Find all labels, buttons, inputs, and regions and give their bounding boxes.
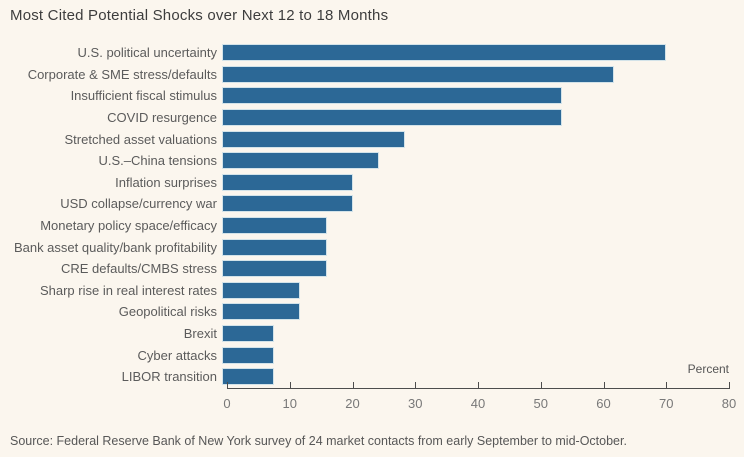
axis-tick-label: 20	[345, 396, 360, 411]
bar-track	[222, 152, 724, 170]
bar	[222, 325, 275, 343]
bar-track	[222, 65, 724, 83]
bar-row: LIBOR transition	[0, 366, 744, 388]
category-label: Geopolitical risks	[118, 304, 217, 320]
bar-track	[222, 217, 724, 235]
category-label: Insufficient fiscal stimulus	[70, 88, 217, 104]
bar-row: Insufficient fiscal stimulus	[0, 85, 744, 107]
bar	[222, 195, 353, 213]
bar	[222, 130, 406, 148]
bar-track	[222, 109, 724, 127]
category-label: Inflation surprises	[115, 174, 217, 190]
bar	[222, 87, 563, 105]
category-label: Sharp rise in real interest rates	[39, 282, 217, 298]
chart-title: Most Cited Potential Shocks over Next 12…	[10, 7, 389, 24]
bar	[222, 260, 327, 278]
bar-track	[222, 325, 724, 343]
bar-track	[222, 303, 724, 321]
bar-track	[222, 130, 724, 148]
bar-track	[222, 195, 724, 213]
bar-row: Brexit	[0, 323, 744, 345]
bar-row: U.S. political uncertainty	[0, 42, 744, 64]
category-label: CRE defaults/CMBS stress	[60, 261, 217, 277]
bar-row: Geopolitical risks	[0, 301, 744, 323]
bar-track	[222, 260, 724, 278]
bar-row: Monetary policy space/efficacy	[0, 215, 744, 237]
bar	[222, 281, 301, 299]
category-label: Stretched asset valuations	[64, 131, 217, 147]
axis-tick	[227, 382, 228, 389]
category-label: U.S. political uncertainty	[77, 45, 217, 61]
bar-row: U.S.–China tensions	[0, 150, 744, 172]
bar	[222, 44, 667, 62]
axis-tick-label: 80	[721, 396, 737, 411]
bar-row: Inflation surprises	[0, 172, 744, 194]
bar-track	[222, 281, 724, 299]
axis-tick	[478, 382, 479, 389]
bar-rows: U.S. political uncertainty Corporate & SM…	[0, 42, 744, 388]
category-label: U.S.–China tensions	[98, 153, 217, 169]
bar	[222, 346, 275, 364]
axis-tick	[729, 382, 730, 389]
axis-tick-label: 10	[282, 396, 297, 411]
axis-tick	[666, 382, 668, 389]
axis-tick	[289, 382, 291, 389]
category-label: Cyber attacks	[137, 347, 217, 363]
category-label: Monetary policy space/efficacy	[40, 218, 217, 234]
bar-row: Stretched asset valuations	[0, 128, 744, 150]
category-label: USD collapse/currency war	[60, 196, 217, 212]
axis-tick	[603, 382, 605, 389]
bar	[222, 303, 301, 321]
bar	[222, 152, 379, 170]
axis-tick-label: 30	[408, 396, 423, 411]
axis-unit-label: Percent	[687, 362, 729, 376]
source-note: Source: Federal Reserve Bank of New York…	[10, 434, 627, 448]
category-label: LIBOR transition	[121, 369, 217, 385]
bar-row: USD collapse/currency war	[0, 193, 744, 215]
bar-track	[222, 368, 724, 386]
category-label: Corporate & SME stress/defaults	[27, 66, 217, 82]
bar-track	[222, 87, 724, 105]
axis-tick-label: 50	[533, 396, 548, 411]
axis-tick	[540, 382, 542, 389]
bar	[222, 238, 327, 256]
bar	[222, 173, 353, 191]
bar-track	[222, 44, 724, 62]
axis-tick-label: 60	[596, 396, 611, 411]
bar-row: Bank asset quality/bank profitability	[0, 236, 744, 258]
category-label: COVID resurgence	[107, 110, 217, 126]
bar	[222, 368, 275, 386]
category-label: Brexit	[183, 326, 217, 342]
bar-track	[222, 173, 724, 191]
axis-tick-label: 70	[659, 396, 674, 411]
bar-row: Sharp rise in real interest rates	[0, 280, 744, 302]
axis-tick-label: 40	[470, 396, 486, 411]
bar-row: CRE defaults/CMBS stress	[0, 258, 744, 280]
axis-tick	[352, 382, 354, 389]
bar-row: Corporate & SME stress/defaults	[0, 64, 744, 86]
category-label: Bank asset quality/bank profitability	[13, 239, 217, 255]
bar	[222, 65, 615, 83]
x-axis: Percent 0 10 20 30 40 50 60 70 80	[223, 362, 736, 411]
axis-tick	[415, 382, 417, 389]
bar	[222, 217, 327, 235]
bar-track	[222, 346, 724, 364]
bar-row: COVID resurgence	[0, 107, 744, 129]
bar-row: Cyber attacks	[0, 344, 744, 366]
bar	[222, 109, 563, 127]
bar-track	[222, 238, 724, 256]
axis-tick-label: 0	[223, 396, 231, 411]
